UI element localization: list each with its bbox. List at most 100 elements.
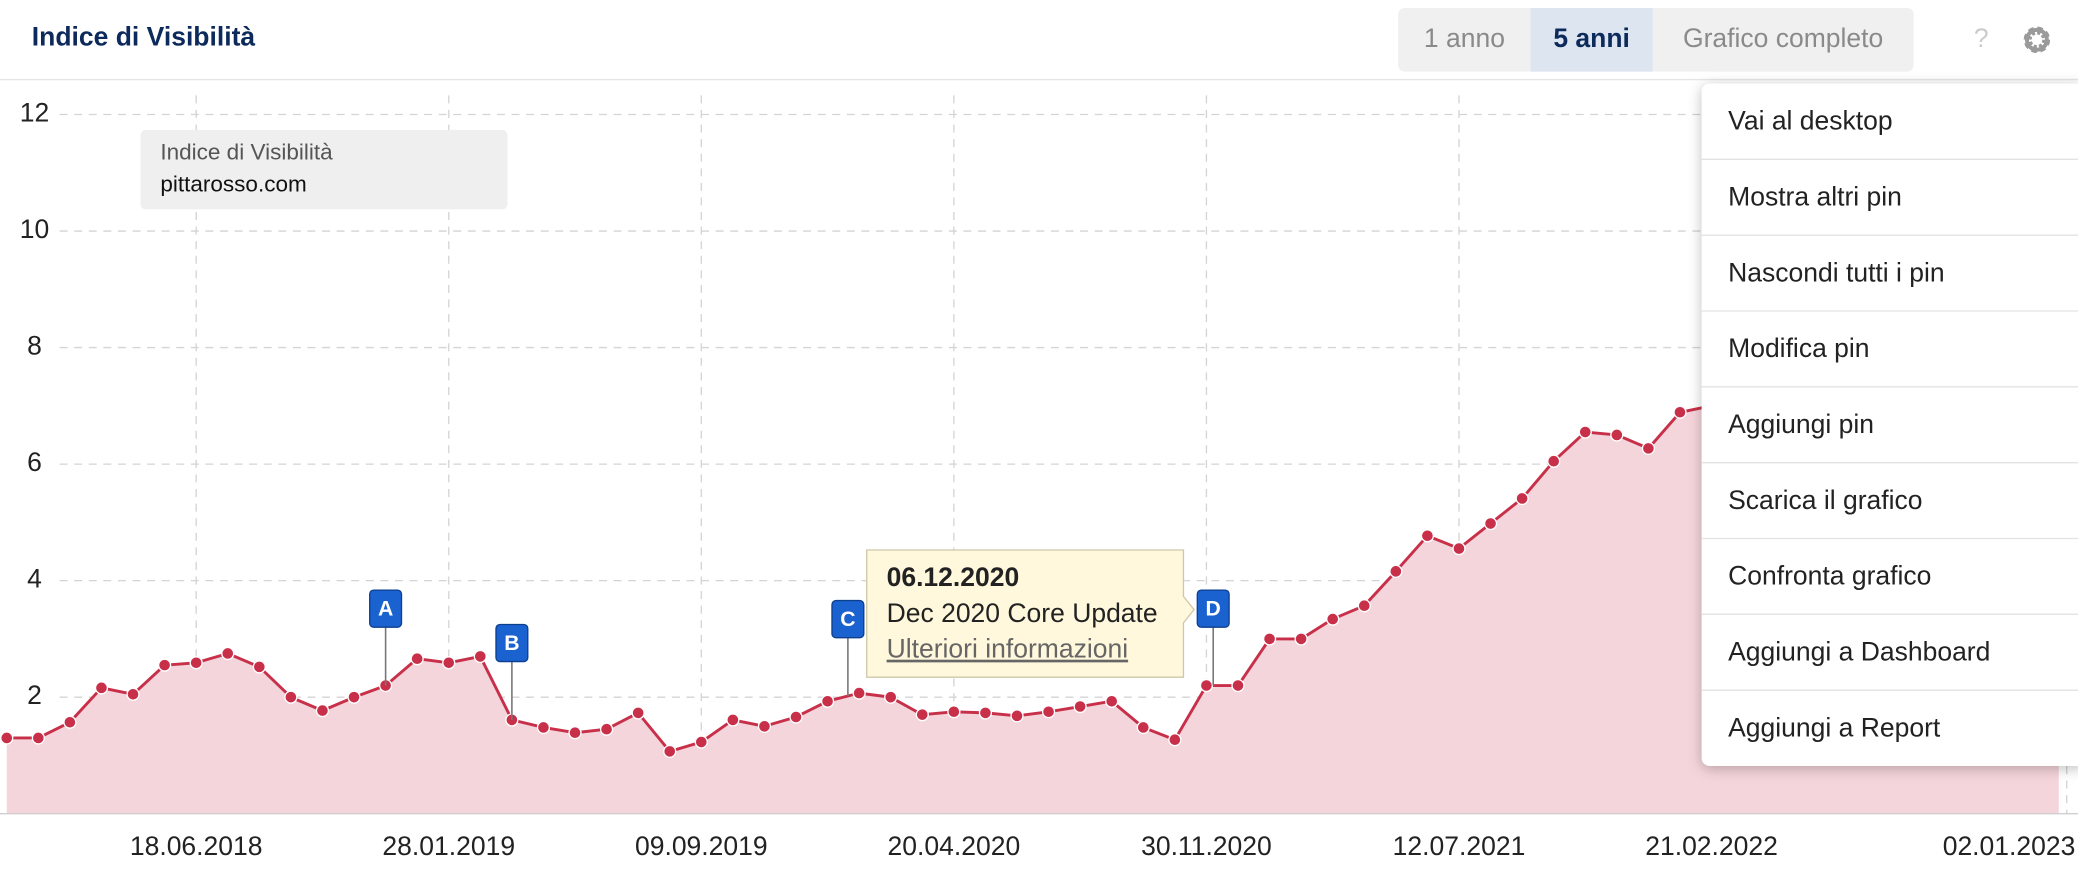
x-tick-label: 30.11.2020 xyxy=(1141,831,1272,861)
data-point xyxy=(852,686,866,700)
data-point xyxy=(315,703,330,718)
data-point xyxy=(726,713,740,727)
data-point xyxy=(1041,705,1056,719)
settings-icon[interactable] xyxy=(2023,26,2051,54)
legend: Indice di Visibilità pittarosso.com xyxy=(140,129,508,210)
y-tick-label: 2 xyxy=(27,680,42,710)
menu-item[interactable]: Aggiungi a Report xyxy=(1728,712,1941,742)
range-button[interactable]: 1 anno xyxy=(1424,23,1505,53)
pin-flag[interactable] xyxy=(369,589,403,628)
data-point xyxy=(789,710,803,724)
data-point xyxy=(1168,733,1182,747)
data-point xyxy=(694,735,708,749)
data-point xyxy=(1610,428,1624,442)
menu-item[interactable]: Aggiungi a Dashboard xyxy=(1728,637,1990,667)
data-point xyxy=(221,646,235,661)
menu-items: Vai al desktop Mostra altri pin Nascondi t… xyxy=(1701,106,2078,742)
data-point xyxy=(1294,632,1308,646)
data-point xyxy=(1073,699,1087,714)
tooltip-title: Dec 2020 Core Update xyxy=(887,598,1158,628)
pin-label[interactable]: C xyxy=(840,608,855,631)
data-point xyxy=(284,690,298,704)
data-point xyxy=(1010,709,1024,723)
data-point xyxy=(1547,454,1561,468)
axis-labels: 2 4 6 8 10 12 18.06.2018 28.01.2019 09.09.2019 20… xyxy=(20,97,2076,861)
range-button[interactable]: Grafico completo xyxy=(1683,23,1883,53)
legend-title: Indice di Visibilità xyxy=(160,140,333,165)
area-fill xyxy=(6,370,2059,814)
gear-hole xyxy=(2033,36,2041,44)
y-tick-label: 4 xyxy=(27,564,42,594)
data-point xyxy=(1357,599,1371,613)
menu-item[interactable]: Modifica pin xyxy=(1728,333,1869,363)
y-tick-label: 12 xyxy=(20,97,49,127)
data-point xyxy=(978,706,993,720)
data-point xyxy=(473,649,487,664)
x-tick-label: 09.09.2019 xyxy=(635,831,768,861)
data-point xyxy=(631,706,645,720)
legend-box xyxy=(140,129,508,210)
pin-flag[interactable] xyxy=(831,599,865,639)
gear-ring xyxy=(2024,27,2049,52)
menu-item[interactable]: Confronta grafico xyxy=(1728,561,1931,591)
range-buttons: 1 anno 5 anni Grafico completo xyxy=(1424,7,1883,72)
context-menu xyxy=(1701,83,2078,767)
data-point xyxy=(1231,678,1245,693)
data-point xyxy=(915,708,929,722)
range-active-bg xyxy=(1530,7,1653,72)
area-layer xyxy=(6,370,2059,814)
data-point xyxy=(1515,491,1529,506)
pins: A B C D xyxy=(369,589,1230,720)
pin-flag[interactable] xyxy=(1196,589,1230,628)
tooltip: 06.12.2020 Dec 2020 Core Update Ulterior… xyxy=(866,549,1195,678)
y-tick-label: 6 xyxy=(27,447,42,477)
data-point xyxy=(410,652,424,666)
pin-label[interactable]: B xyxy=(504,632,519,655)
range-group xyxy=(1398,7,1914,72)
data-point xyxy=(1105,694,1119,708)
data-point xyxy=(568,726,582,740)
tooltip-link[interactable]: Ulteriori informazioni xyxy=(887,634,1129,664)
range-button[interactable]: 5 anni xyxy=(1553,23,1630,53)
menu-item[interactable]: Nascondi tutti i pin xyxy=(1728,257,1945,287)
tooltip-date: 06.12.2020 xyxy=(887,562,1020,592)
data-point xyxy=(947,705,961,719)
data-point xyxy=(0,731,14,745)
menu-item[interactable]: Mostra altri pin xyxy=(1728,182,1902,212)
menu-item[interactable]: Scarica il grafico xyxy=(1728,485,1922,515)
help-icon[interactable]: ? xyxy=(1974,23,1989,53)
data-point xyxy=(31,731,45,745)
tooltip-box xyxy=(866,549,1195,678)
data-point xyxy=(1136,720,1150,735)
data-point xyxy=(663,744,677,759)
data-point xyxy=(1641,441,1656,456)
data-point xyxy=(126,687,140,701)
data-point xyxy=(1199,678,1214,693)
data-point xyxy=(599,722,614,736)
pin-flag[interactable] xyxy=(495,623,529,663)
data-point xyxy=(820,694,835,708)
x-tick-label: 18.06.2018 xyxy=(130,831,263,861)
data-point xyxy=(1483,516,1498,531)
data-point xyxy=(1262,632,1277,646)
data-point xyxy=(347,690,361,704)
pin-label[interactable]: A xyxy=(378,598,393,621)
pin-label[interactable]: D xyxy=(1206,598,1221,621)
menu-item[interactable]: Vai al desktop xyxy=(1728,106,1893,136)
data-point xyxy=(1326,612,1340,626)
y-tick-label: 8 xyxy=(27,331,42,361)
x-tick-label: 20.04.2020 xyxy=(888,831,1021,861)
menu-item[interactable]: Aggiungi pin xyxy=(1728,409,1874,439)
data-point xyxy=(1452,541,1466,556)
data-point xyxy=(1420,529,1435,543)
x-tick-label: 02.01.2023 xyxy=(1943,831,2076,861)
data-point xyxy=(757,719,772,733)
data-point xyxy=(442,656,456,670)
data-point xyxy=(1389,564,1403,578)
y-tick-label: 10 xyxy=(20,214,49,244)
data-point xyxy=(1673,405,1687,419)
x-tick-label: 12.07.2021 xyxy=(1393,831,1526,861)
data-point xyxy=(1578,425,1592,439)
